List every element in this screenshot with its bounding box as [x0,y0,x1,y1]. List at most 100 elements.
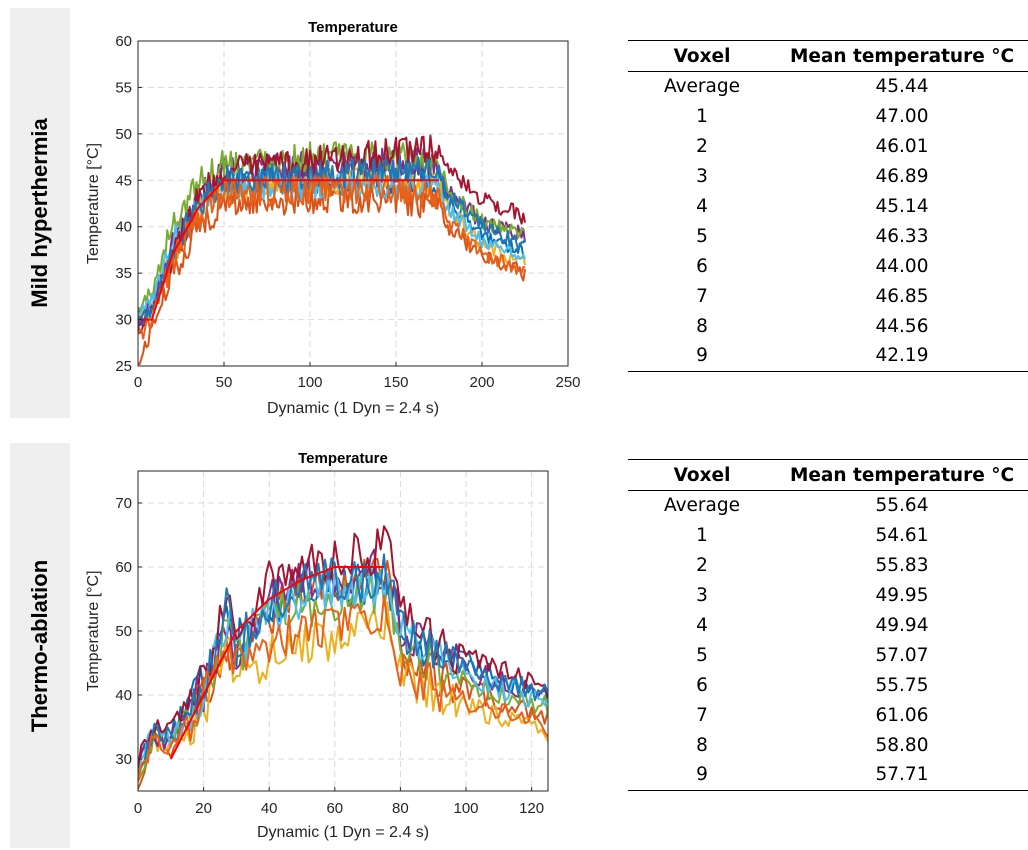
series-line [138,594,548,781]
header-voxel: Voxel [628,40,776,72]
x-tick-label: 100 [297,374,322,391]
panel-label-text: Mild hyperthermia [27,118,52,308]
header-mean-temperature: Mean temperature °C [776,40,1028,72]
x-tick-label: 60 [326,800,343,817]
x-tick-label: 50 [216,374,233,391]
axes-box [137,40,569,367]
table-row: 9 42.19 [628,341,1028,372]
table-row: 3 49.95 [628,581,1028,611]
table-row: 3 46.89 [628,162,1028,192]
table-row: 7 46.85 [628,281,1028,311]
voxel-cell: 4 [696,615,708,636]
voxel-cell: 7 [696,704,708,726]
table-row: 1 47.00 [628,102,1028,132]
mean-temperature-cell: 57.71 [776,760,1028,791]
x-axis-label: Dynamic (1 Dyn = 2.4 s) [267,400,439,417]
mean-temperature-cell: 55.83 [875,555,929,577]
voxel-cell: 5 [696,225,708,247]
y-tick-label: 30 [115,751,132,768]
voxel-cell: 1 [696,525,708,547]
mean-temperature-cell: 42.19 [776,341,1028,372]
mean-temperature-cell: 44.56 [875,315,929,337]
y-axis-label: Temperature [°C] [85,570,102,691]
x-tick-label: 0 [134,800,142,817]
chart-title: Temperature [298,450,388,467]
x-tick-label: 0 [134,374,142,391]
x-tick-label: 200 [469,374,494,391]
x-tick-label: 250 [555,374,580,391]
x-tick-label: 40 [261,800,278,817]
voxel-cell: Average [664,76,740,98]
y-tick-label: 30 [115,312,132,329]
y-tick-label: 60 [115,559,132,576]
x-tick-label: 80 [392,800,409,817]
y-axis-label: Temperature [°C] [85,143,102,264]
mean-temperature-cell: 44.00 [875,255,929,277]
voxel-cell: 8 [696,315,708,337]
target-line [169,566,384,760]
y-tick-label: 50 [115,126,132,143]
table-row: 8 58.80 [628,730,1028,760]
voxel-cell: 2 [696,136,708,158]
mean-temperature-cell: 45.14 [875,196,929,217]
x-tick-label: 100 [453,800,478,817]
voxel-cell: 3 [696,585,708,607]
x-tick-label: 20 [195,800,212,817]
y-tick-label: 60 [115,33,132,50]
voxel-cell: 3 [696,166,708,188]
mean-temperature-cell: 49.95 [875,585,929,607]
table-row: 8 44.56 [628,311,1028,341]
x-axis-label: Dynamic (1 Dyn = 2.4 s) [257,824,429,841]
y-tick-label: 40 [115,219,132,236]
mean-temperature-table-mild: Voxel Mean temperature °C Average 45.44 1 4… [628,40,1028,372]
y-tick-label: 40 [115,687,132,704]
table-row: 2 55.83 [628,551,1028,581]
mean-temperature-cell: 46.01 [875,136,929,158]
mean-temperature-cell: 55.75 [875,674,929,696]
mean-temperature-cell: 58.80 [875,734,929,756]
table-row: Average 45.44 [628,72,1028,102]
voxel-cell: 1 [696,106,708,128]
table-row: 5 46.33 [628,221,1028,251]
target-line [139,179,439,321]
header-mean-temperature: Mean temperature °C [776,459,1028,491]
voxel-cell: 2 [696,555,708,577]
temperature-chart-ablation: 0 20 40 60 80 100 120 30 40 50 60 70 Temperature Dyna… [85,450,549,841]
panel-label-ablation: Thermo-ablation [10,443,70,848]
series-line [138,173,526,340]
table-row: 5 57.07 [628,640,1028,670]
y-tick-label: 70 [115,495,132,512]
y-tick-label: 50 [115,623,132,640]
mean-temperature-cell: 49.94 [875,615,929,636]
y-tick-label: 55 [115,79,132,96]
temperature-chart-mild: 0 50 100 150 200 250 25 30 35 40 45 50 55 60 Temperatu… [85,19,581,417]
table-row: 4 45.14 [628,192,1028,222]
series-line [138,134,526,334]
series-line [138,553,548,775]
panel-label-text: Thermo-ablation [27,559,52,732]
table-header-row: Voxel Mean temperature °C [628,40,1028,72]
table-row: 7 61.06 [628,700,1028,730]
mean-temperature-cell: 61.06 [875,704,929,726]
mean-temperature-cell: 47.00 [875,106,929,128]
voxel-cell: 6 [696,674,708,696]
mean-temperature-cell: 45.44 [875,76,929,98]
table-row: 1 54.61 [628,521,1028,551]
table-header-row: Voxel Mean temperature °C [628,459,1028,491]
mean-temperature-cell: 55.64 [875,495,929,517]
y-tick-label: 25 [115,358,132,375]
panel-label-mild: Mild hyperthermia [10,8,70,418]
mean-temperature-cell: 46.33 [875,225,929,247]
table-row: 4 49.94 [628,611,1028,641]
table-row: 9 57.71 [628,760,1028,791]
voxel-cell: Average [664,495,740,517]
mean-temperature-cell: 46.85 [875,285,929,307]
voxel-cell: 5 [696,644,708,666]
voxel-cell: 7 [696,285,708,307]
voxel-cell: 9 [628,760,776,791]
y-tick-label: 45 [115,172,132,189]
y-tick-label: 35 [115,265,132,282]
table-row: 6 55.75 [628,670,1028,700]
voxel-cell: 9 [628,341,776,372]
x-tick-label: 120 [519,800,544,817]
